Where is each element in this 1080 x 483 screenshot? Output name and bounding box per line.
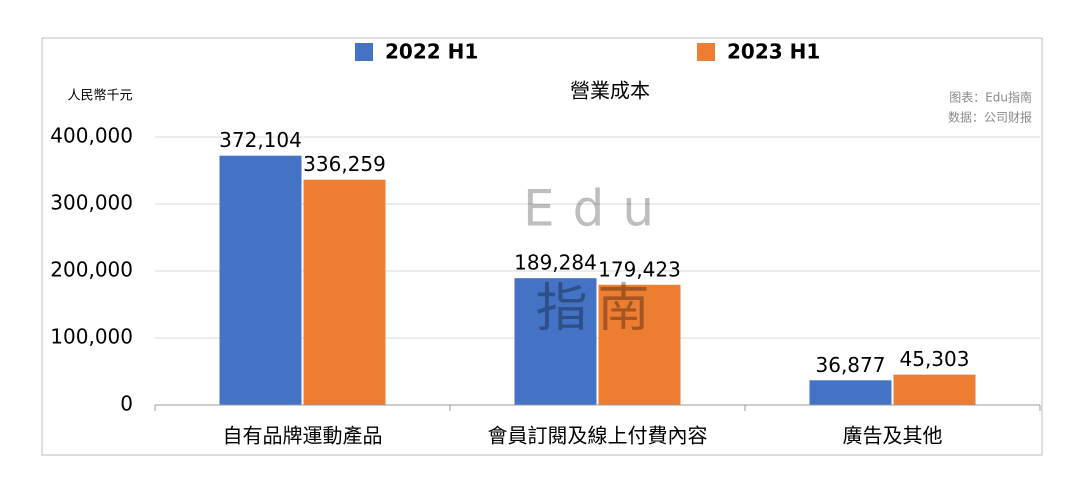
- value-label: 45,303: [900, 347, 970, 371]
- y-axis-label: 人民幣千元: [67, 89, 132, 104]
- note: 数据：公司财报: [948, 110, 1032, 125]
- value-label: 179,423: [598, 257, 681, 281]
- bar: [303, 179, 386, 405]
- legend-label: 2022 H1: [385, 40, 478, 64]
- legend-label: 2023 H1: [727, 40, 820, 64]
- chart-title: 營業成本: [570, 79, 650, 103]
- note: 图表：Edu指南: [949, 90, 1032, 105]
- bar: [219, 155, 302, 405]
- y-tick-label: 200,000: [50, 258, 133, 282]
- legend-swatch: [355, 43, 373, 61]
- bar: [809, 380, 892, 405]
- legend-swatch: [697, 43, 715, 61]
- value-label: 189,284: [514, 251, 597, 275]
- y-tick-label: 300,000: [50, 191, 133, 215]
- bar: [514, 278, 597, 405]
- value-label: 372,104: [219, 128, 302, 152]
- bar: [598, 284, 681, 405]
- bar: [893, 374, 976, 405]
- watermark: Edu: [523, 180, 672, 238]
- watermark: 指南: [535, 279, 659, 339]
- value-label: 336,259: [303, 152, 386, 176]
- y-tick-label: 100,000: [50, 325, 133, 349]
- x-tick-label: 會員訂閱及線上付費內容: [488, 424, 708, 448]
- value-label: 36,877: [816, 353, 886, 377]
- y-tick-label: 400,000: [50, 124, 133, 148]
- x-tick-label: 自有品牌運動產品: [223, 424, 383, 448]
- y-tick-label: 0: [120, 392, 133, 416]
- x-tick-label: 廣告及其他: [843, 424, 943, 448]
